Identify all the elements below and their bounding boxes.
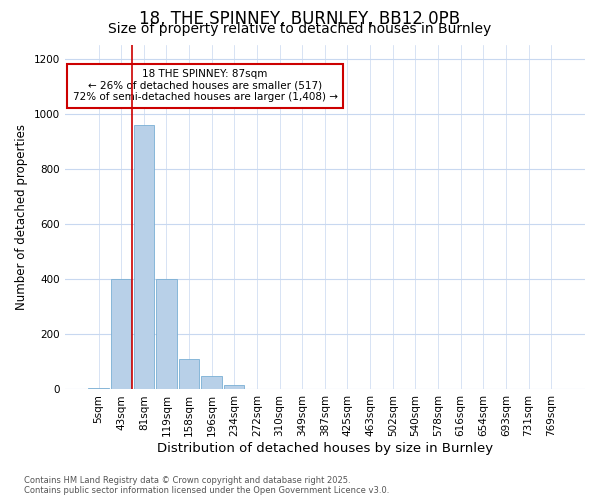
Bar xyxy=(88,388,109,390)
Bar xyxy=(179,359,199,390)
Y-axis label: Number of detached properties: Number of detached properties xyxy=(15,124,28,310)
Bar xyxy=(156,279,176,390)
Bar xyxy=(224,386,244,390)
Bar xyxy=(111,279,131,390)
Bar xyxy=(202,376,222,390)
Text: Contains HM Land Registry data © Crown copyright and database right 2025.
Contai: Contains HM Land Registry data © Crown c… xyxy=(24,476,389,495)
Text: 18 THE SPINNEY: 87sqm
← 26% of detached houses are smaller (517)
72% of semi-det: 18 THE SPINNEY: 87sqm ← 26% of detached … xyxy=(73,69,338,102)
Text: Size of property relative to detached houses in Burnley: Size of property relative to detached ho… xyxy=(109,22,491,36)
Text: 18, THE SPINNEY, BURNLEY, BB12 0PB: 18, THE SPINNEY, BURNLEY, BB12 0PB xyxy=(139,10,461,28)
X-axis label: Distribution of detached houses by size in Burnley: Distribution of detached houses by size … xyxy=(157,442,493,455)
Bar xyxy=(134,125,154,390)
